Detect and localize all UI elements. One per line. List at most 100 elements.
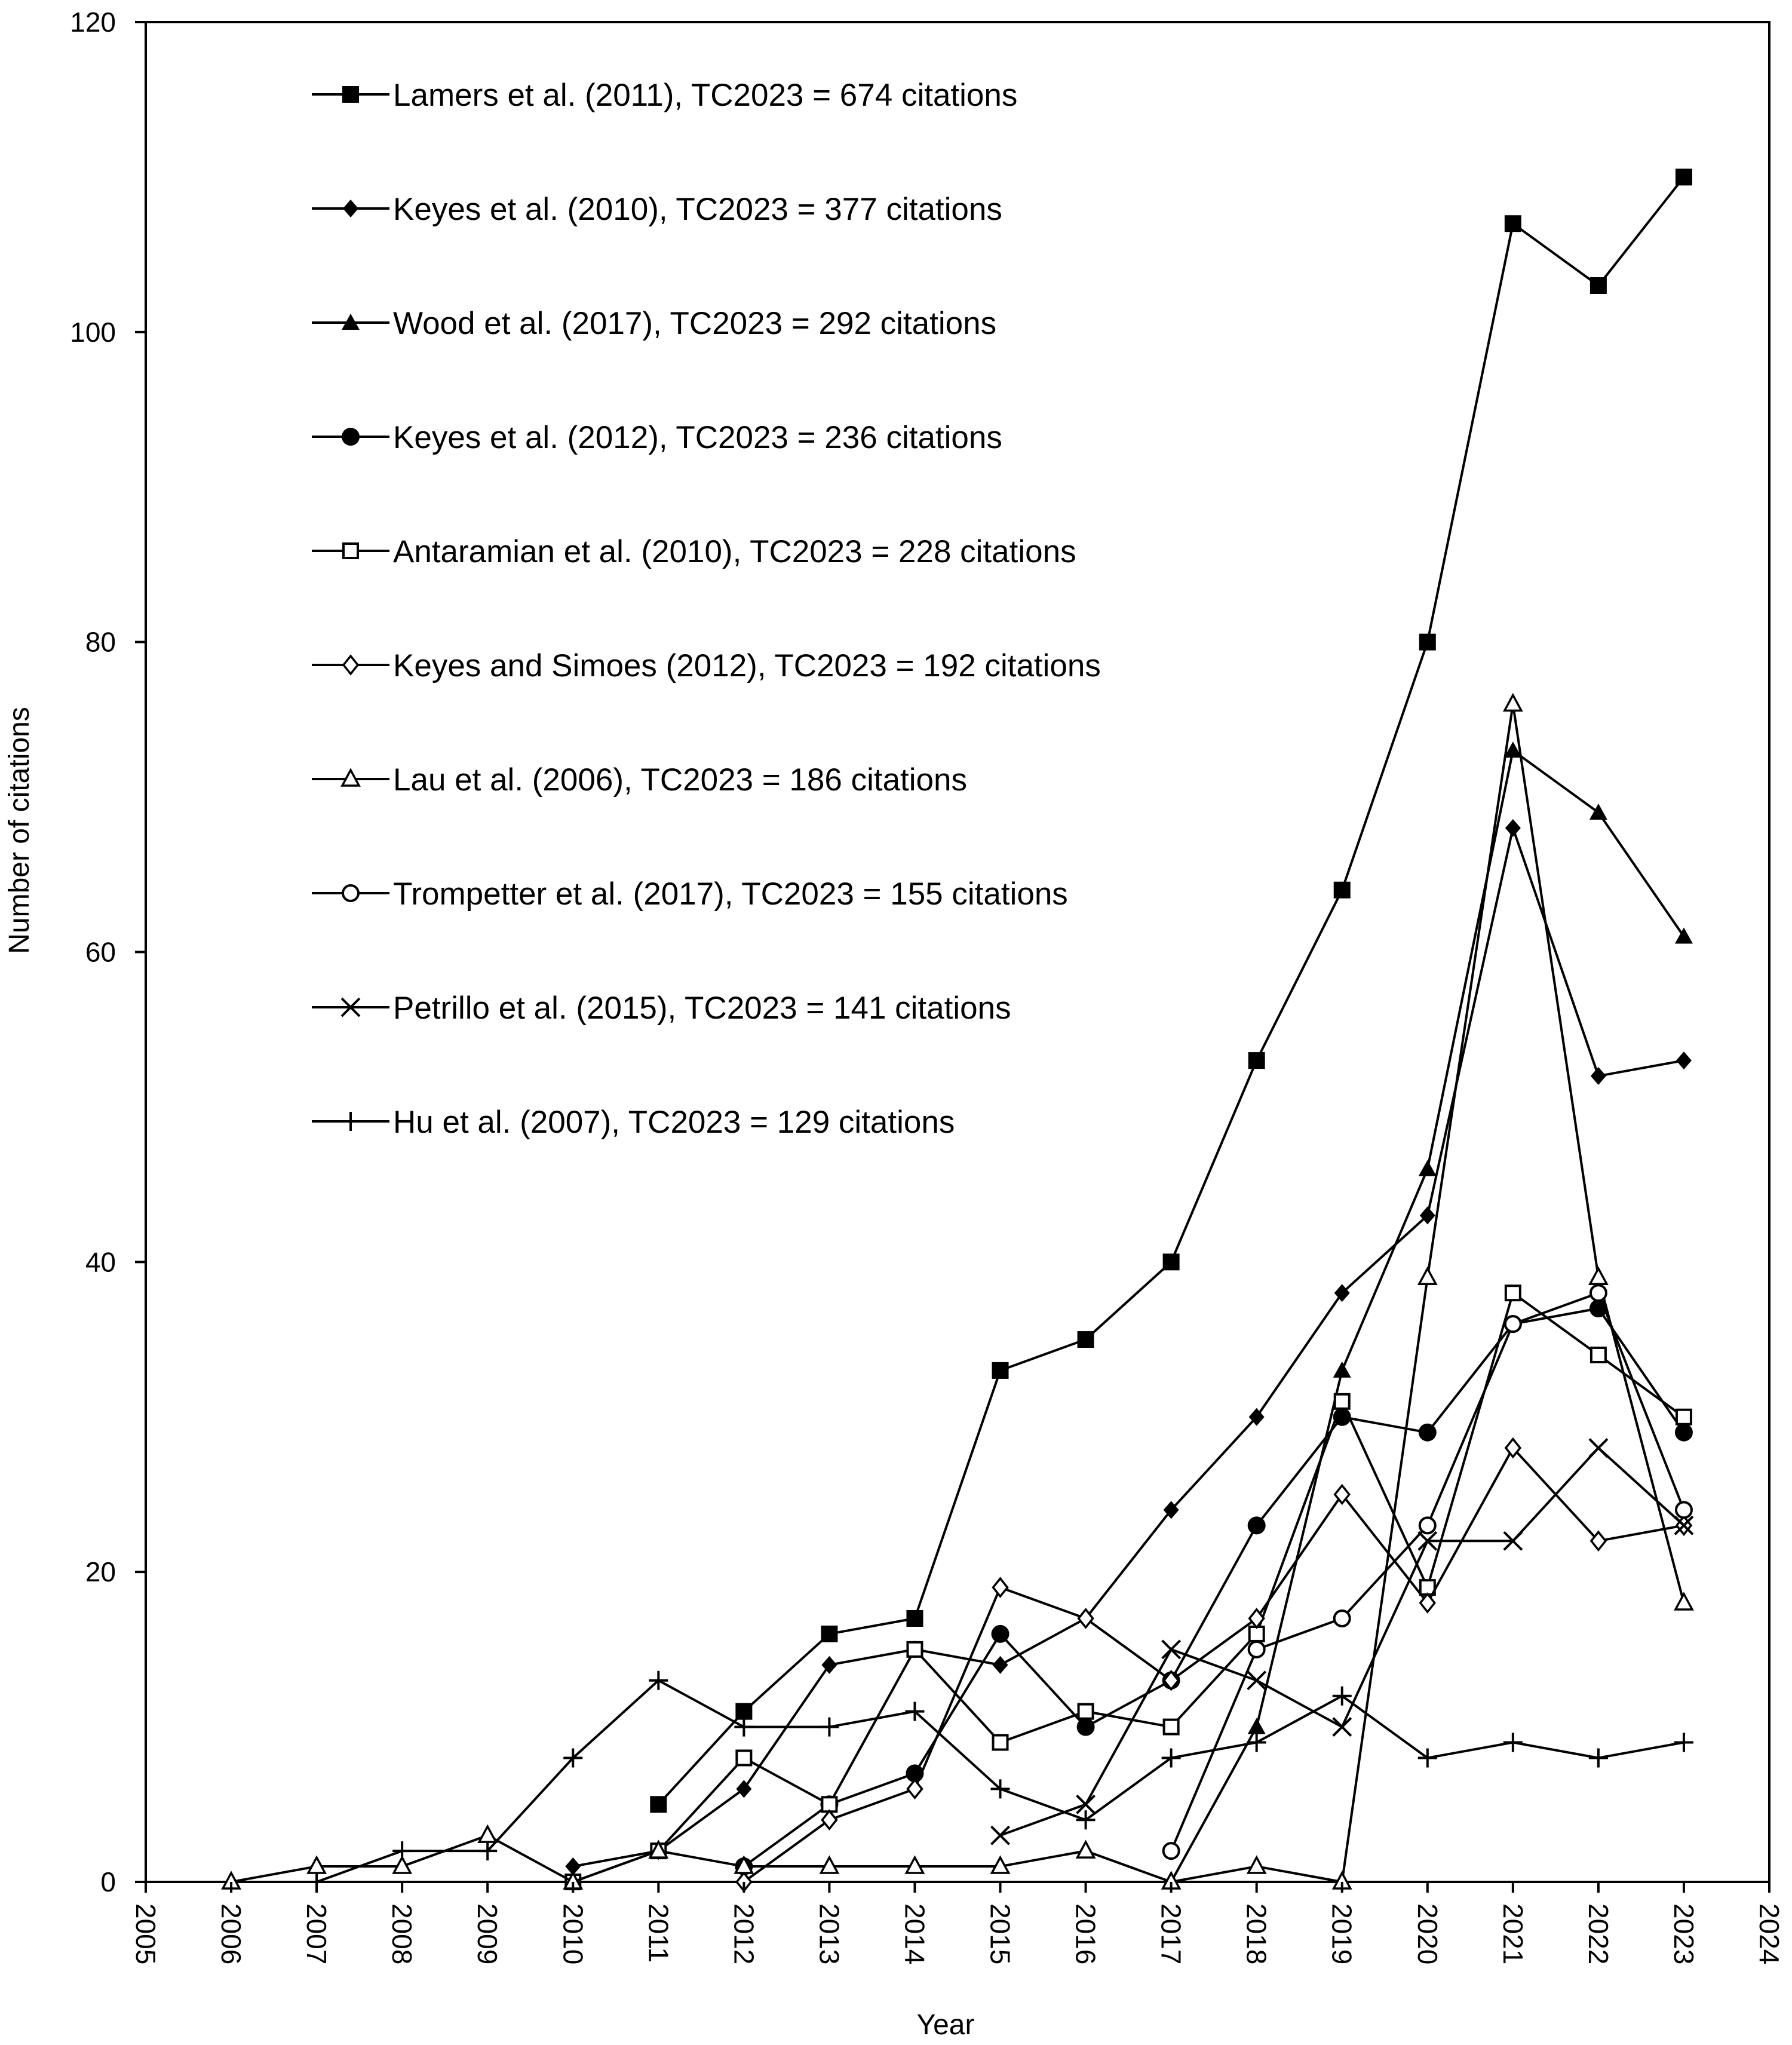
series-10-point-2010 xyxy=(563,1748,583,1768)
series-7-point-2013 xyxy=(819,1855,840,1874)
series-2-point-2020 xyxy=(1419,1206,1435,1225)
series-5-point-2022 xyxy=(1590,1346,1607,1363)
series-10-point-2015 xyxy=(990,1779,1010,1799)
series-group xyxy=(221,168,1694,1893)
legend-marker-5 xyxy=(342,542,359,559)
series-1-point-2013 xyxy=(821,1625,838,1642)
series-5-point-2015 xyxy=(992,1734,1009,1751)
series-1-point-2022 xyxy=(1590,277,1607,295)
legend-marker-8 xyxy=(342,884,360,902)
series-5-point-2023 xyxy=(1675,1408,1692,1425)
series-10-point-2021 xyxy=(1503,1733,1523,1752)
series-7-point-2011 xyxy=(648,1839,669,1859)
series-7-point-2020 xyxy=(1417,1266,1438,1286)
series-9-point-2016 xyxy=(1076,1794,1096,1814)
series-4-point-2016 xyxy=(1076,1718,1095,1736)
legend-label-4: Keyes et al. (2012), TC2023 = 236 citati… xyxy=(393,420,1002,455)
series-6-point-2022 xyxy=(1590,1530,1607,1552)
series-10-point-2020 xyxy=(1417,1748,1437,1768)
series-8-point-2021 xyxy=(1503,1315,1522,1333)
series-7 xyxy=(221,692,1694,1890)
series-4-line xyxy=(743,1307,1685,1868)
series-10-point-2017 xyxy=(1161,1748,1181,1768)
legend-marker-1 xyxy=(342,86,359,103)
legend-label-5: Antaramian et al. (2010), TC2023 = 228 c… xyxy=(393,534,1076,569)
series-10-point-2023 xyxy=(1674,1733,1693,1752)
series-10-point-2016 xyxy=(1076,1810,1096,1830)
series-4-point-2020 xyxy=(1418,1423,1437,1442)
y-tick-label-0: 0 xyxy=(100,1866,116,1897)
series-6-point-2014 xyxy=(906,1778,923,1800)
x-tick-label-2010: 2010 xyxy=(557,1903,588,1964)
series-2 xyxy=(565,818,1692,1876)
y-tick-label-40: 40 xyxy=(85,1246,116,1277)
series-7-line xyxy=(231,703,1685,1883)
series-9-point-2017 xyxy=(1161,1639,1182,1660)
series-6-point-2013 xyxy=(821,1809,838,1831)
series-7-point-2016 xyxy=(1075,1839,1096,1859)
series-2-point-2015 xyxy=(992,1655,1008,1674)
x-tick-label-2014: 2014 xyxy=(899,1903,930,1964)
legend-item-4: Keyes et al. (2012), TC2023 = 236 citati… xyxy=(312,420,1002,455)
x-tick-label-2005: 2005 xyxy=(130,1903,161,1964)
series-3-point-2020 xyxy=(1418,1160,1437,1176)
series-7-point-2021 xyxy=(1502,692,1523,712)
legend-item-7: Lau et al. (2006), TC2023 = 186 citation… xyxy=(312,762,967,798)
series-9-point-2022 xyxy=(1588,1438,1609,1458)
series-6-point-2021 xyxy=(1504,1437,1522,1459)
legend-marker-2 xyxy=(343,200,358,217)
x-tick-label-2024: 2024 xyxy=(1754,1903,1785,1964)
series-4-point-2023 xyxy=(1674,1423,1693,1442)
series-1-point-2012 xyxy=(735,1703,753,1720)
x-tick-label-2007: 2007 xyxy=(301,1903,332,1964)
series-8-point-2022 xyxy=(1589,1284,1607,1302)
series-5-point-2021 xyxy=(1504,1284,1521,1302)
x-axis-title: Year xyxy=(917,2009,975,2041)
series-6-point-2016 xyxy=(1077,1608,1094,1629)
x-tick-label-2016: 2016 xyxy=(1070,1903,1101,1964)
x-tick-label-2012: 2012 xyxy=(728,1903,759,1964)
y-tick-label-80: 80 xyxy=(85,627,116,658)
series-8-point-2017 xyxy=(1162,1842,1180,1860)
series-2-point-2010 xyxy=(565,1857,581,1876)
series-1-point-2015 xyxy=(992,1362,1009,1379)
series-6-point-2015 xyxy=(992,1577,1009,1598)
series-2-line xyxy=(572,826,1684,1868)
series-10-point-2018 xyxy=(1247,1733,1266,1752)
plot-area-frame xyxy=(145,21,1770,1883)
series-1-point-2021 xyxy=(1504,215,1521,232)
x-tick-label-2018: 2018 xyxy=(1241,1903,1272,1964)
series-7-point-2012 xyxy=(734,1855,754,1874)
legend-marker-7 xyxy=(340,768,361,787)
series-10-point-2011 xyxy=(649,1670,668,1690)
x-tick-label-2006: 2006 xyxy=(216,1903,247,1964)
legend-item-10: Hu et al. (2007), TC2023 = 129 citations xyxy=(312,1105,955,1140)
series-1-point-2018 xyxy=(1248,1052,1265,1069)
series-8-point-2020 xyxy=(1418,1516,1437,1535)
series-8 xyxy=(1162,1284,1693,1860)
series-6-point-2020 xyxy=(1419,1592,1437,1614)
series-7-point-2018 xyxy=(1246,1855,1267,1874)
series-3-point-2019 xyxy=(1333,1361,1351,1378)
series-8-point-2023 xyxy=(1674,1501,1693,1519)
legend-marker-9 xyxy=(340,997,361,1017)
series-9 xyxy=(990,1438,1694,1845)
series-6-point-2017 xyxy=(1162,1669,1180,1691)
series-9-point-2015 xyxy=(990,1825,1010,1845)
x-tick-label-2022: 2022 xyxy=(1583,1903,1614,1964)
series-1-point-2016 xyxy=(1077,1331,1094,1348)
series-1-point-2014 xyxy=(906,1609,923,1627)
series-7-point-2015 xyxy=(990,1855,1011,1874)
series-1-point-2019 xyxy=(1333,881,1351,899)
legend-label-6: Keyes and Simoes (2012), TC2023 = 192 ci… xyxy=(393,648,1101,683)
series-2-point-2021 xyxy=(1505,818,1521,837)
series-5-point-2019 xyxy=(1333,1393,1351,1410)
series-5 xyxy=(564,1284,1692,1890)
x-tick-label-2008: 2008 xyxy=(386,1903,418,1964)
series-1-point-2011 xyxy=(650,1796,667,1813)
x-tick-label-2019: 2019 xyxy=(1327,1903,1358,1964)
series-2-point-2012 xyxy=(736,1780,752,1798)
series-5-point-2013 xyxy=(821,1796,838,1813)
